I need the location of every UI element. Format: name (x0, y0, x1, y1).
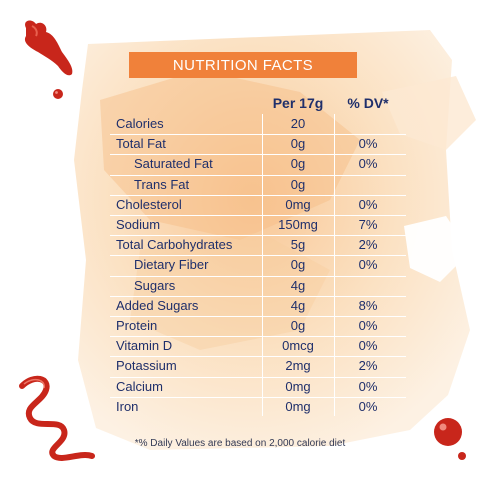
nutrient-name: Calories (116, 116, 164, 131)
ketchup-drop-icon (434, 418, 466, 460)
nutrient-name: Potassium (116, 358, 177, 374)
nutrient-daily-value: 0% (358, 398, 378, 414)
nutrient-daily-value: 7% (358, 217, 378, 232)
nutrient-amount: 4g (290, 277, 306, 293)
nutrient-name: Trans Fat (134, 176, 190, 192)
nutrient-amount: 0mg (285, 378, 311, 394)
table-divider-horizontal (110, 255, 406, 257)
nutrient-name: Sugars (134, 277, 176, 293)
nutrient-amount: 0g (290, 156, 306, 172)
table-divider-horizontal (110, 356, 406, 358)
nutrient-name: Added Sugars (116, 297, 199, 313)
table-divider-horizontal (110, 154, 406, 156)
nutrient-amount: 20 (290, 116, 306, 131)
nutrient-name: Saturated Fat (134, 156, 213, 172)
table-divider-horizontal (110, 376, 406, 378)
nutrient-amount: 0mcg (282, 338, 314, 354)
nutrient-daily-value: 0% (358, 338, 378, 354)
table-divider-horizontal (110, 316, 406, 317)
nutrient-name: Sodium (116, 217, 161, 232)
nutrient-daily-value (334, 175, 402, 195)
nutrient-name: Calcium (116, 378, 163, 394)
column-header-daily-value: % DV* (347, 95, 389, 111)
table-divider-horizontal (110, 235, 406, 237)
nutrient-daily-value: 0% (358, 257, 378, 273)
table-divider-horizontal (110, 396, 406, 398)
nutrient-name: Iron (116, 398, 139, 414)
ketchup-splash-icon (24, 20, 73, 99)
table-row: Saturated Fat 0g 0% (110, 154, 406, 174)
nutrient-name: Total Fat (116, 136, 166, 152)
footnote: *% Daily Values are based on 2,000 calor… (134, 438, 346, 449)
nutrient-daily-value: 8% (358, 297, 378, 313)
nutrient-daily-value (334, 276, 402, 296)
nutrient-amount: 4g (290, 297, 306, 313)
nutrient-daily-value: 0% (358, 318, 378, 333)
nutrient-name: Cholesterol (116, 196, 182, 212)
table-row: Sugars 4g (110, 276, 406, 296)
nutrient-amount: 0g (290, 318, 306, 333)
nutrient-name: Vitamin D (116, 338, 173, 354)
table-row: Calories 20 (110, 114, 406, 134)
table-divider-horizontal (110, 134, 406, 136)
nutrient-amount: 0g (290, 136, 306, 152)
table-row: Sodium 150mg 7% (110, 215, 406, 235)
table-row: Potassium 2mg 2% (110, 356, 406, 376)
nutrient-amount: 0g (290, 176, 306, 192)
table-divider-vertical (262, 114, 263, 416)
nutrient-amount: 0mg (285, 398, 311, 414)
table-row: Dietary Fiber 0g 0% (110, 255, 406, 275)
table-row: Calcium 0mg 0% (110, 377, 406, 397)
nutrient-amount: 0g (290, 257, 306, 273)
nutrient-name: Total Carbohydrates (116, 237, 233, 253)
nutrient-amount: 150mg (278, 217, 318, 232)
table-row: Iron 0mg 0% (110, 397, 406, 417)
table-row: Cholesterol 0mg 0% (110, 195, 406, 215)
nutrient-daily-value: 0% (358, 378, 378, 394)
table-divider-horizontal (110, 295, 406, 297)
table-row: Protein 0g 0% (110, 316, 406, 336)
table-divider-horizontal (110, 336, 406, 338)
nutrition-facts-title: NUTRITION FACTS (129, 52, 357, 78)
nutrient-amount: 2mg (285, 358, 311, 374)
nutrient-daily-value: 2% (358, 358, 378, 374)
table-divider-horizontal (110, 215, 406, 216)
table-row: Trans Fat 0g (110, 175, 406, 195)
table-row: Added Sugars 4g 8% (110, 296, 406, 316)
nutrient-name: Dietary Fiber (134, 257, 209, 273)
table-row: Total Carbohydrates 5g 2% (110, 235, 406, 255)
nutrient-daily-value (334, 114, 402, 134)
table-divider-horizontal (110, 275, 406, 277)
nutrient-amount: 0mg (285, 196, 311, 212)
nutrient-daily-value: 0% (358, 136, 378, 152)
nutrient-daily-value: 0% (358, 156, 378, 172)
ketchup-squiggle-icon (19, 375, 95, 461)
table-row: Vitamin D 0mcg 0% (110, 336, 406, 356)
table-divider-vertical (334, 114, 335, 416)
nutrient-amount: 5g (290, 237, 306, 253)
table-divider-horizontal (110, 174, 406, 176)
nutrient-daily-value: 0% (358, 196, 378, 212)
column-header-per-serving: Per 17g (272, 95, 324, 111)
table-row: Total Fat 0g 0% (110, 134, 406, 154)
nutrient-name: Protein (116, 318, 158, 333)
nutrient-daily-value: 2% (358, 237, 378, 253)
table-divider-horizontal (110, 194, 406, 196)
